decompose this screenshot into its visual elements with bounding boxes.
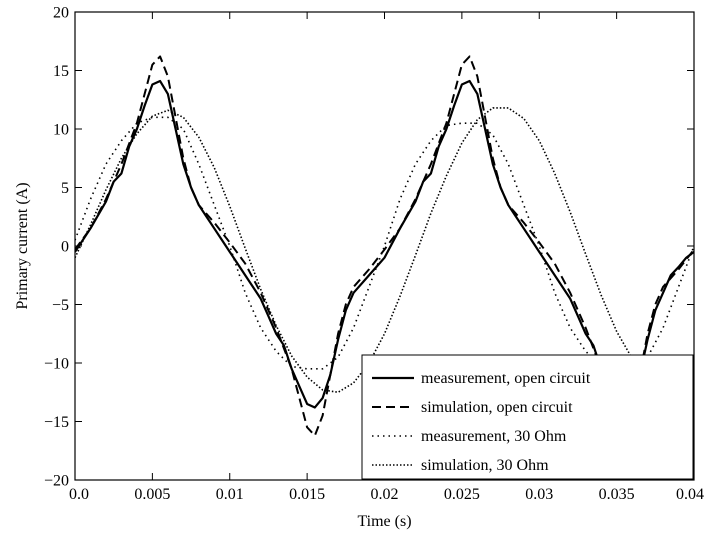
legend-label-1: measurement, open circuit [421, 370, 591, 387]
x-tick-label: 0.0 [69, 486, 89, 503]
x-tick-label: 0.005 [134, 486, 170, 503]
legend-label-2: simulation, open circuit [421, 399, 573, 416]
x-tick-label: 0.02 [371, 486, 399, 503]
legend-box [361, 354, 694, 480]
x-tick-label: 0.04 [676, 486, 704, 503]
y-tick-label: −5 [52, 297, 69, 314]
y-tick-label: 10 [53, 122, 69, 139]
x-tick-label: 0.03 [525, 486, 553, 503]
y-tick-label: 0 [61, 239, 69, 256]
tick-layer: 0.0 0.005 0.01 0.015 0.02 0.025 0.03 0.035 0.04 −… [44, 5, 704, 504]
x-axis-label: Time (s) [357, 513, 411, 530]
legend: measurement, open circuit simulation, ope… [361, 354, 694, 480]
series-line-2 [75, 55, 694, 437]
x-tick-label: 0.025 [444, 486, 480, 503]
y-tick-label: −10 [44, 356, 69, 373]
series-line-3 [75, 116, 694, 370]
series-line-4 [75, 107, 694, 394]
y-axis-label: Primary current (A) [14, 182, 31, 309]
x-tick-label: 0.01 [216, 486, 244, 503]
y-tick-label: 5 [61, 180, 69, 197]
y-tick-label: −15 [44, 414, 69, 431]
x-tick-label: 0.035 [599, 486, 635, 503]
y-tick-label: 15 [53, 63, 69, 80]
y-tick-label: 20 [53, 5, 69, 22]
legend-label-4: simulation, 30 Ohm [421, 457, 549, 474]
x-tick-label: 0.015 [289, 486, 325, 503]
legend-label-3: measurement, 30 Ohm [421, 428, 567, 445]
y-tick-label: −20 [44, 473, 69, 490]
